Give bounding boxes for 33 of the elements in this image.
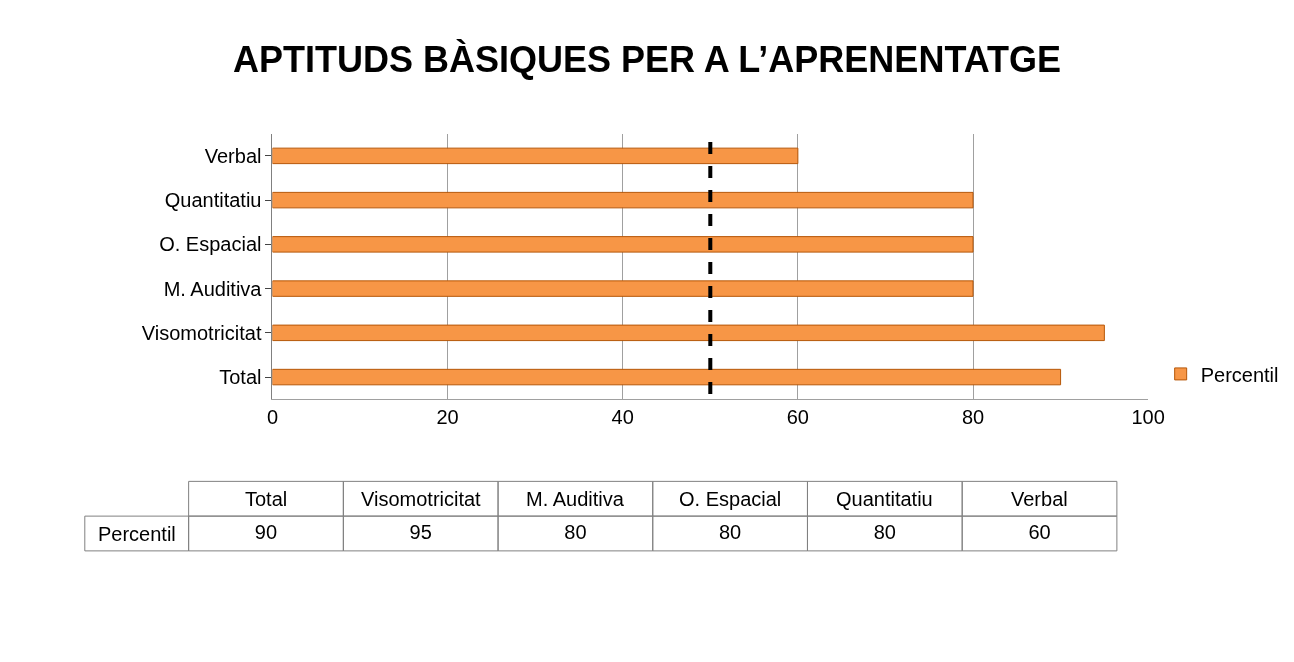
y-tick-label: M. Auditiva (163, 277, 263, 300)
x-tick-label: 40 (611, 406, 634, 429)
category-label: M. Auditiva (526, 488, 625, 510)
bar (272, 147, 799, 165)
x-tick-label: 0 (266, 406, 279, 429)
category-label: O. Espacial (679, 488, 782, 510)
bar (272, 324, 1105, 342)
category-label: Verbal (1011, 488, 1068, 510)
x-tick-label: 60 (786, 406, 809, 429)
y-tick-label: Total (219, 366, 262, 389)
x-tick-label: 100 (1131, 406, 1165, 429)
category-label: Quantitatiu (836, 488, 933, 510)
x-tick-label: 80 (961, 406, 985, 429)
bar (272, 191, 974, 209)
data-label: 80 (718, 520, 742, 543)
y-tick-label: Visomotricitat (141, 321, 262, 344)
text: Percentil (98, 523, 176, 545)
data-label: 80 (873, 520, 896, 543)
x-tick-label: 20 (436, 406, 459, 429)
y-tick-label: O. Espacial (159, 233, 262, 256)
data-label: 90 (254, 520, 278, 543)
category-label: Visomotricitat (361, 488, 482, 510)
category-label: Total (245, 488, 288, 510)
y-tick-label: Verbal (204, 144, 262, 167)
data-label: 80 (564, 520, 587, 543)
y-tick-label: Quantitatiu (164, 189, 262, 212)
data-label: 60 (1028, 520, 1051, 543)
bar (272, 280, 974, 297)
data-label: 95 (409, 520, 432, 543)
bar (272, 236, 974, 253)
legend-label: Percentil (1200, 363, 1279, 386)
chart-title: APTITUDS BÀSIQUES PER A L’APRENENTATGE (232, 39, 1062, 81)
bar (272, 368, 1062, 386)
